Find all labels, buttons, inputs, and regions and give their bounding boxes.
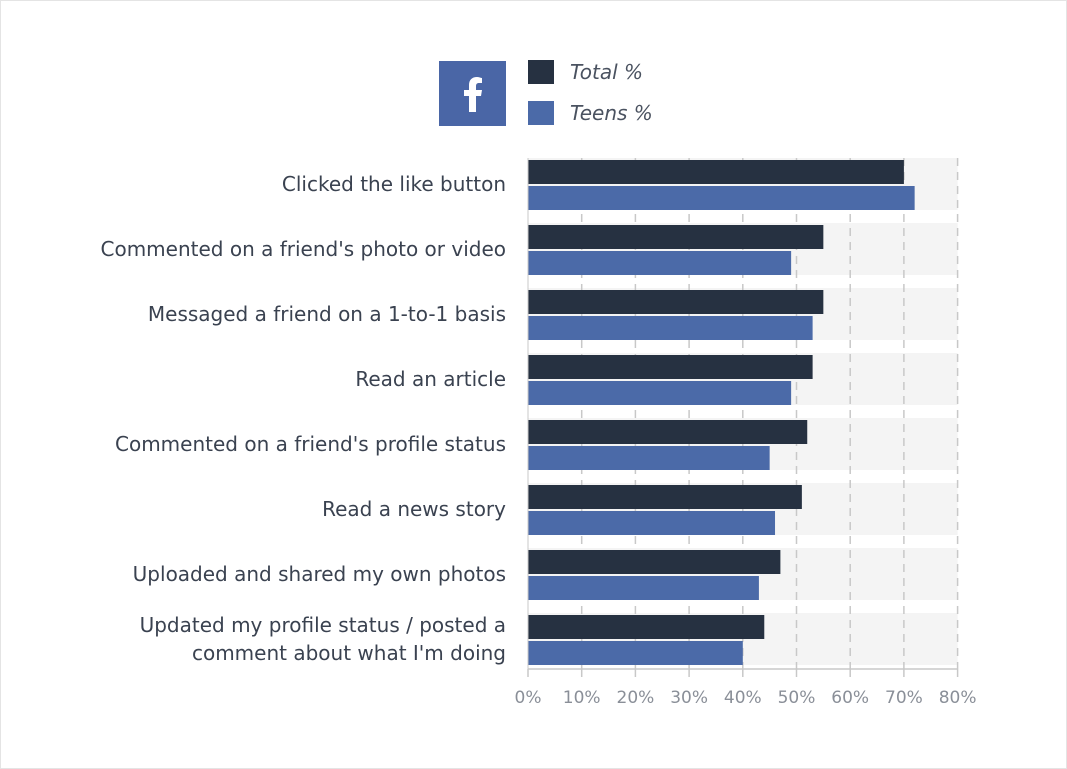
category-label: Read a news story xyxy=(322,497,506,521)
x-tick-label: 60% xyxy=(831,688,869,708)
legend-swatch-teens xyxy=(528,101,554,125)
bar-total xyxy=(528,615,765,639)
category-label: Messaged a friend on a 1-to-1 basis xyxy=(148,302,506,326)
category-label: Updated my profile status / posted a xyxy=(140,613,506,637)
legend-item-total: Total % xyxy=(528,60,643,84)
bar-teens xyxy=(528,316,813,340)
category-label: Clicked the like button xyxy=(282,172,506,196)
bar-teens xyxy=(528,511,776,535)
category-label: comment about what I'm doing xyxy=(192,641,506,665)
bar-total xyxy=(528,160,904,184)
bar-total xyxy=(528,290,824,314)
x-tick-label: 70% xyxy=(885,688,923,708)
legend-label-total: Total % xyxy=(570,60,643,84)
bar-total xyxy=(528,420,808,444)
facebook-logo xyxy=(439,61,506,126)
x-tick-label: 50% xyxy=(778,688,816,708)
category-label: Commented on a friend's photo or video xyxy=(101,237,507,261)
legend-label-teens: Teens % xyxy=(570,101,653,125)
x-tick-label: 80% xyxy=(939,688,977,708)
x-tick-label: 30% xyxy=(670,688,708,708)
x-tick-label: 40% xyxy=(724,688,762,708)
category-label: Uploaded and shared my own photos xyxy=(133,562,506,586)
category-label: Read an article xyxy=(355,367,506,391)
x-tick-label: 20% xyxy=(617,688,655,708)
bar-teens xyxy=(528,186,915,210)
bar-teens xyxy=(528,381,792,405)
legend-swatch-total xyxy=(528,60,554,84)
x-tick-label: 0% xyxy=(515,688,542,708)
legend-item-teens: Teens % xyxy=(528,101,653,125)
bar-teens xyxy=(528,641,743,665)
bar-total xyxy=(528,550,781,574)
bar-teens xyxy=(528,251,792,275)
bar-total xyxy=(528,355,813,379)
bar-total xyxy=(528,485,802,509)
bar-teens xyxy=(528,446,770,470)
x-tick-label: 10% xyxy=(563,688,601,708)
category-label: Commented on a friend's profile status xyxy=(115,432,506,456)
bar-total xyxy=(528,225,824,249)
bar-teens xyxy=(528,576,759,600)
facebook-icon xyxy=(463,76,482,112)
